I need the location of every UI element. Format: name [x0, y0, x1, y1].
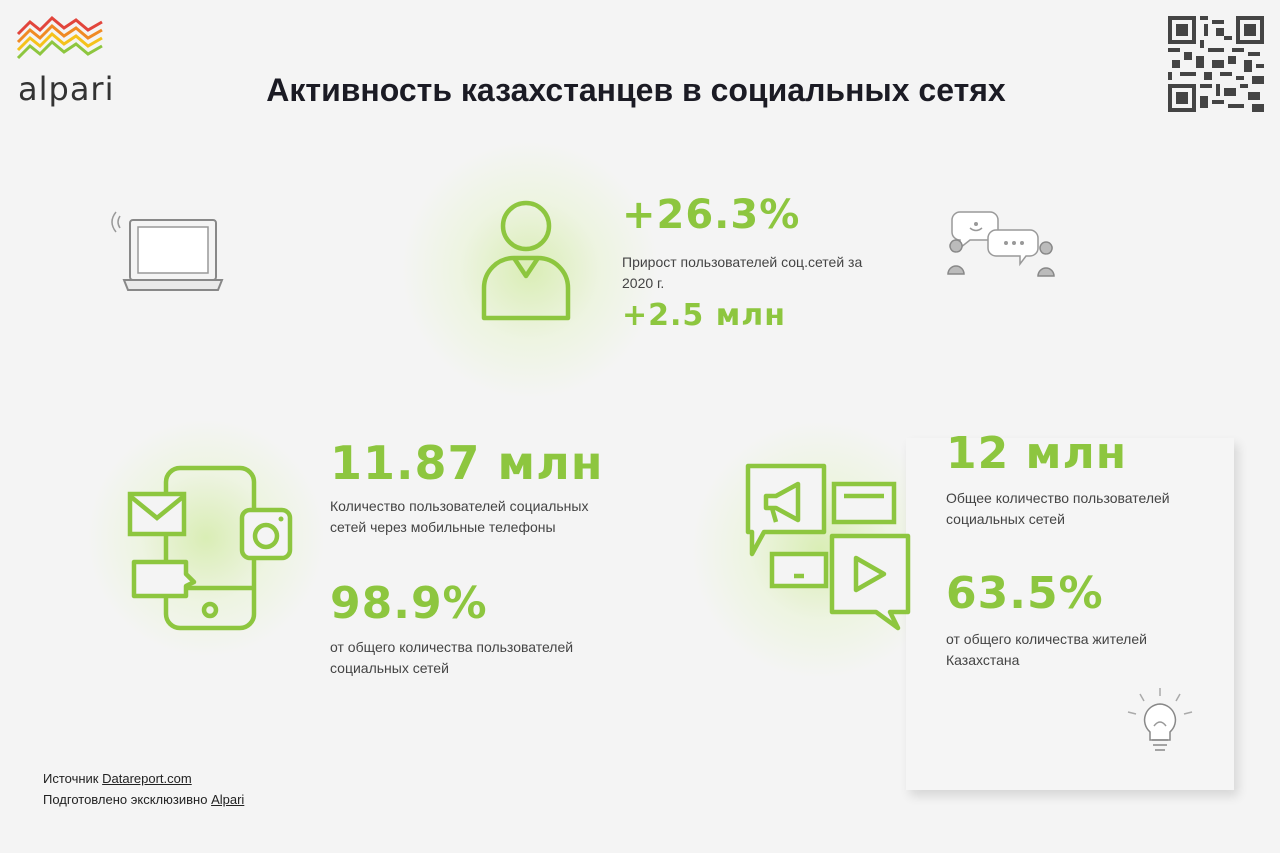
mobile-users-value: 11.87 млн: [330, 436, 604, 490]
brand-name: alpari: [18, 70, 115, 108]
qr-code-icon: [1168, 16, 1264, 112]
growth-percent: +26.3%: [622, 192, 801, 238]
mobile-users-description: Количество пользователей социальных сете…: [330, 498, 589, 535]
mobile-share-percent: 98.9%: [330, 578, 488, 629]
lightbulb-icon: [1127, 688, 1193, 751]
mobile-share-description: от общего количества пользователей социа…: [330, 639, 574, 676]
chat-bubbles-icon: [947, 211, 1055, 277]
growth-description: Прирост пользователей соц.сетей за 2020 …: [622, 254, 863, 291]
info-card: [906, 438, 1234, 790]
footer-source: Источник Datareport.com: [43, 771, 192, 786]
prepared-label: Подготовлено эксклюзивно: [43, 792, 208, 807]
megaphone-icon: [763, 481, 801, 523]
play-icon: [853, 555, 887, 593]
page-title: Активность казахстанцев в социальных сет…: [266, 72, 1006, 108]
total-users-description: Общее количество пользователей социальны…: [946, 490, 1170, 527]
footer-prepared: Подготовлено эксклюзивно Alpari: [43, 792, 244, 807]
laptop-icon: [111, 211, 224, 291]
total-users-value: 12 млн: [946, 428, 1128, 479]
growth-absolute: +2.5 млн: [622, 298, 786, 333]
camera-icon: [239, 507, 293, 561]
user-icon: [481, 200, 571, 321]
media-icon-group: [745, 463, 911, 631]
smartphone-icon: [127, 465, 293, 631]
population-share-percent: 63.5%: [946, 568, 1104, 619]
population-share-description: от общего количества жителей Казахстана: [946, 631, 1147, 668]
mail-icon: [127, 491, 187, 537]
source-label: Источник: [43, 771, 99, 786]
prepared-link[interactable]: Alpari: [211, 792, 245, 807]
alpari-logo-icon: [16, 15, 103, 60]
source-link[interactable]: Datareport.com: [102, 771, 192, 786]
